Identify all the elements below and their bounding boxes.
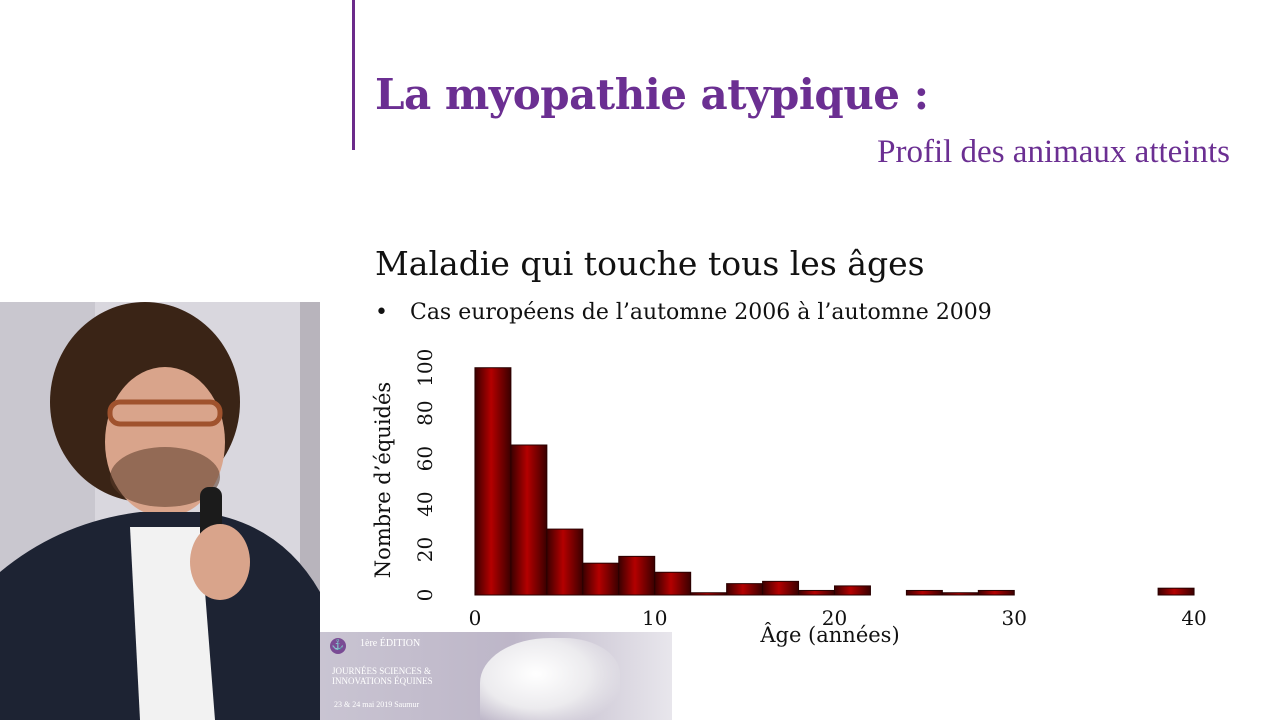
- bar-14-16: [726, 583, 764, 596]
- x-axis-label: Âge (années): [759, 623, 899, 647]
- y-tick-label: 80: [413, 400, 437, 425]
- speaker-video: [0, 302, 320, 720]
- bar-18-20: [798, 589, 835, 596]
- speaker-image: [0, 302, 320, 720]
- histogram-chart: 0 10 20 30 40 0 20 40 60 80 100 Âge (années) Nombr…: [371, 349, 1207, 647]
- slide-title: La myopathie atypique :: [375, 70, 929, 119]
- bar-10-12: [654, 571, 692, 596]
- event-logo-icon: ⚓: [330, 638, 346, 654]
- bullet-text: Cas européens de l’automne 2006 à l’auto…: [409, 300, 992, 325]
- bar-6-8: [582, 562, 620, 596]
- bar-20-22: [833, 585, 871, 596]
- bullet-marker: •: [375, 300, 388, 325]
- ticks-group: 0 10 20 30 40 0 20 40 60 80 100: [413, 349, 1207, 630]
- y-tick-label: 20: [413, 537, 437, 562]
- y-tick-label: 100: [413, 349, 437, 387]
- y-tick-label: 60: [413, 446, 437, 471]
- bar-28-30: [977, 589, 1015, 596]
- banner-dates: 23 & 24 mai 2019 Saumur: [334, 700, 420, 709]
- y-tick-label: 0: [413, 589, 437, 602]
- bar-4-6: [546, 528, 584, 596]
- slide-subtitle: Profil des animaux atteints: [877, 134, 1230, 170]
- bar-26-28: [941, 592, 979, 596]
- slide-heading: Maladie qui touche tous les âges: [375, 244, 925, 283]
- banner-event-name: JOURNÉES SCIENCES & INNOVATIONS ÉQUINES: [332, 666, 433, 686]
- bullet-item: • Cas européens de l’automne 2006 à l’au…: [375, 300, 992, 325]
- bar-0-2: [474, 367, 512, 596]
- horse-illustration: [480, 638, 620, 720]
- bars-group: [474, 367, 1195, 596]
- bar-24-26: [905, 589, 943, 596]
- banner-edition: 1ère ÉDITION: [360, 638, 421, 649]
- x-tick-label: 40: [1181, 606, 1206, 630]
- x-tick-label: 20: [822, 606, 847, 630]
- bar-2-4: [510, 444, 548, 596]
- x-tick-label: 0: [469, 606, 482, 630]
- bar-16-18: [762, 580, 800, 596]
- bar-12-14: [690, 592, 728, 596]
- event-banner: ⚓ 1ère ÉDITION JOURNÉES SCIENCES & INNOV…: [320, 632, 672, 720]
- x-tick-label: 10: [642, 606, 667, 630]
- bar-38-40: [1157, 587, 1195, 596]
- y-axis-label: Nombre d’équidés: [371, 382, 395, 578]
- bar-8-10: [618, 555, 656, 596]
- title-accent-line: [352, 0, 355, 150]
- y-tick-label: 40: [413, 491, 437, 516]
- x-tick-label: 30: [1002, 606, 1027, 630]
